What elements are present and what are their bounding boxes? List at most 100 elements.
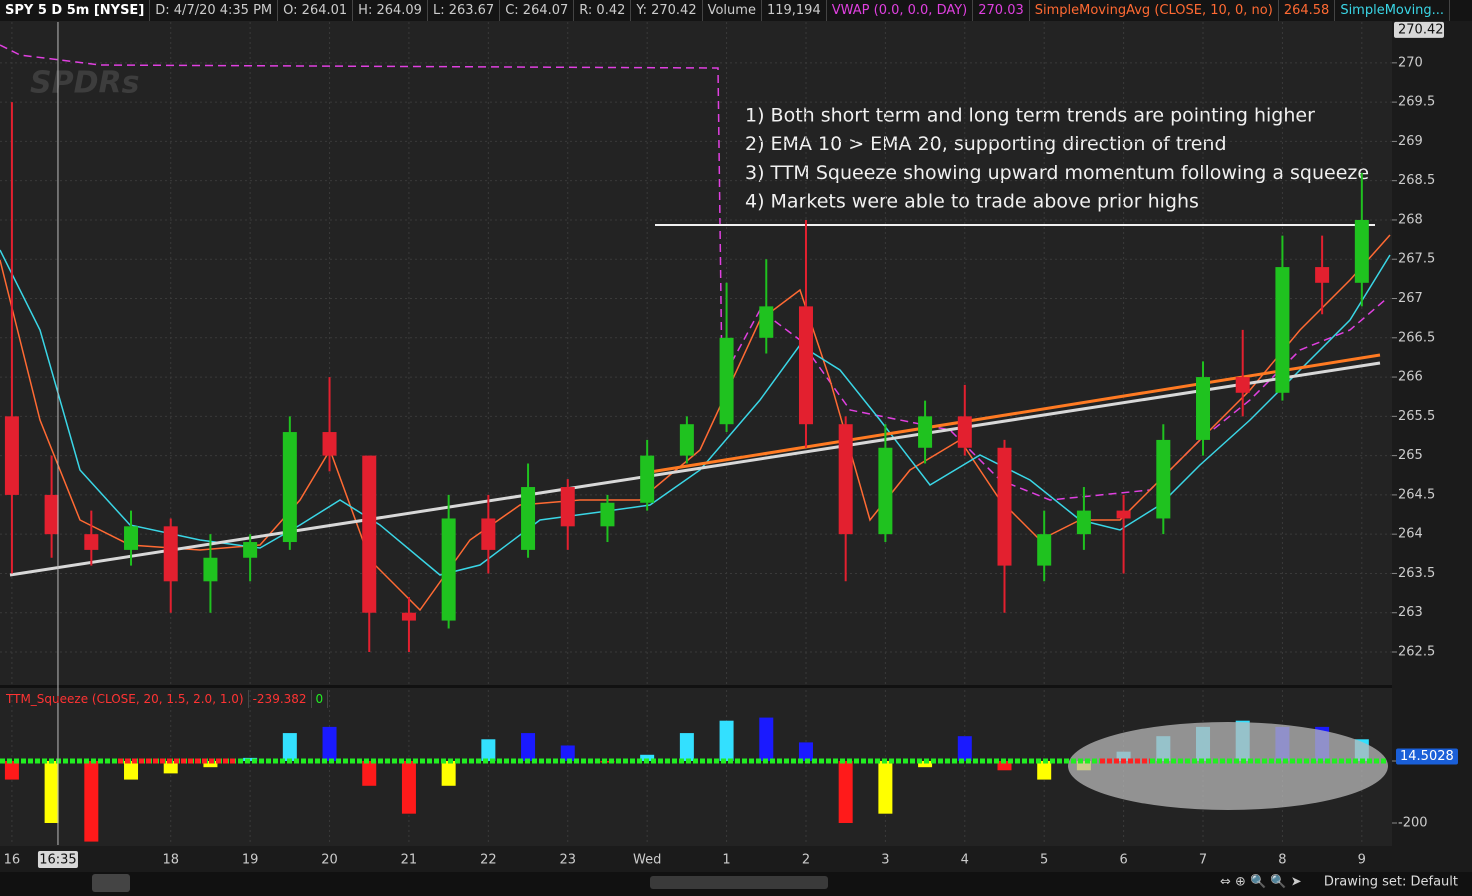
squeeze-bar <box>163 760 178 774</box>
squeeze-readout: -239.382 <box>249 690 312 708</box>
y-tick-label: 264 <box>1398 527 1423 542</box>
candle-body <box>1315 267 1330 283</box>
x-tick-label: 9 <box>1358 853 1366 868</box>
annotations: 1) Both short term and long term trends … <box>745 105 1369 213</box>
x-tick-label: Wed <box>633 853 661 868</box>
squeeze-bar <box>600 760 615 763</box>
y-tick-label: 265.5 <box>1398 409 1435 424</box>
candle-body <box>243 542 258 558</box>
x-tick-label: 22 <box>480 853 497 868</box>
y-tick-label: 267 <box>1398 291 1423 306</box>
x-tick-label: 21 <box>401 853 418 868</box>
header-item: VWAP (0.0, 0.0, DAY) <box>827 0 974 21</box>
squeeze-bar <box>798 742 813 761</box>
candle-body <box>600 502 615 527</box>
y-tick-label: 263 <box>1398 605 1423 620</box>
squeeze-bar <box>441 760 456 786</box>
y-tick-label: 269.5 <box>1398 95 1435 110</box>
collapse-button[interactable] <box>92 874 130 892</box>
squeeze-bar <box>44 760 59 823</box>
price-tag-label: 270.42 <box>1398 22 1444 37</box>
candle-body <box>1354 219 1369 283</box>
y-tick-label: 270 <box>1398 55 1423 70</box>
candle-body <box>679 424 694 456</box>
x-tick-label: 3 <box>881 853 889 868</box>
x-tick-label: 8 <box>1278 853 1286 868</box>
candle-body <box>322 432 337 456</box>
candle-body <box>560 487 575 527</box>
candle-body <box>918 416 933 448</box>
header-bar: SPY 5 D 5m [NYSE] D: 4/7/20 4:35 PM O: 264… <box>0 0 1472 21</box>
header-item: R: 0.42 <box>574 0 632 21</box>
squeeze-bar <box>322 726 337 761</box>
candle-body <box>1275 267 1290 393</box>
candles <box>4 102 1369 653</box>
candle-body <box>124 526 139 550</box>
squeeze-bar <box>243 757 258 761</box>
candle-body <box>798 306 813 425</box>
header-item: Y: 270.42 <box>631 0 703 21</box>
candle-body <box>44 494 59 535</box>
squeeze-bar <box>521 733 536 761</box>
x-tick-label: 20 <box>321 853 338 868</box>
header-item: L: 263.67 <box>428 0 501 21</box>
y-tick-label: 269 <box>1398 134 1423 149</box>
annotation: 2) EMA 10 > EMA 20, supporting direction… <box>745 133 1227 155</box>
header-item: SimpleMoving... <box>1335 0 1451 21</box>
price-tag <box>1394 21 1444 38</box>
price-axis-bg <box>1392 21 1472 847</box>
vwap-line <box>0 44 1386 501</box>
header-item: SPY 5 D 5m [NYSE] <box>0 0 151 21</box>
squeeze-bar <box>918 760 933 768</box>
candle-body <box>1196 377 1211 440</box>
scrollbar[interactable] <box>650 876 828 889</box>
cursor-tag <box>37 851 78 868</box>
x-tick-label: 18 <box>162 853 179 868</box>
toolbar-icons[interactable]: ⇔ ⊕ 🔍 🔍 ➤ <box>1220 873 1302 890</box>
header-item: H: 264.09 <box>353 0 428 21</box>
drawing-set[interactable]: Drawing set: Default <box>1324 875 1458 890</box>
candle-body <box>4 416 19 495</box>
candle-body <box>362 455 377 613</box>
squeeze-bar <box>838 760 853 823</box>
squeeze-bar <box>124 760 139 780</box>
header-item: O: 264.01 <box>278 0 354 21</box>
watermark: SPDRs <box>30 66 139 101</box>
x-tick-label: 7 <box>1199 853 1207 868</box>
candle-body <box>640 455 655 503</box>
header-item: 264.58 <box>1279 0 1336 21</box>
y2-tick-label: -200 <box>1398 815 1428 830</box>
candle-body <box>1076 510 1091 535</box>
candle-body <box>521 487 536 550</box>
candle-body <box>441 518 456 621</box>
squeeze-bar <box>759 717 774 761</box>
y-tick-label: 266 <box>1398 370 1423 385</box>
x-tick-label: 1 <box>722 853 730 868</box>
highlight-ellipse <box>1068 722 1388 810</box>
y-tick-label: 263.5 <box>1398 566 1435 581</box>
candle-body <box>203 557 218 582</box>
header-item: 270.03 <box>973 0 1030 21</box>
y-tick-label: 264.5 <box>1398 487 1435 502</box>
annotation: 3) TTM Squeeze showing upward momentum f… <box>745 162 1369 184</box>
y-tick-label: 268.5 <box>1398 173 1435 188</box>
x-tick-label: 23 <box>559 853 576 868</box>
candle-body <box>719 337 734 425</box>
candle-body <box>401 612 416 621</box>
y-tick-label: 265 <box>1398 448 1423 463</box>
squeeze-tag <box>1396 748 1458 765</box>
candle-body <box>759 306 774 338</box>
squeeze-bar <box>560 745 575 761</box>
panel-divider <box>0 685 1392 688</box>
squeeze-bar <box>481 739 496 761</box>
candle-body <box>84 534 99 550</box>
header-item: Volume <box>703 0 762 21</box>
candle-body <box>997 447 1012 566</box>
squeeze-readout: 0 <box>312 690 329 708</box>
squeeze-bar <box>1037 760 1052 780</box>
y-tick-label: 262.5 <box>1398 645 1435 660</box>
annotation: 4) Markets were able to trade above prio… <box>745 191 1199 213</box>
candle-body <box>1235 377 1250 393</box>
